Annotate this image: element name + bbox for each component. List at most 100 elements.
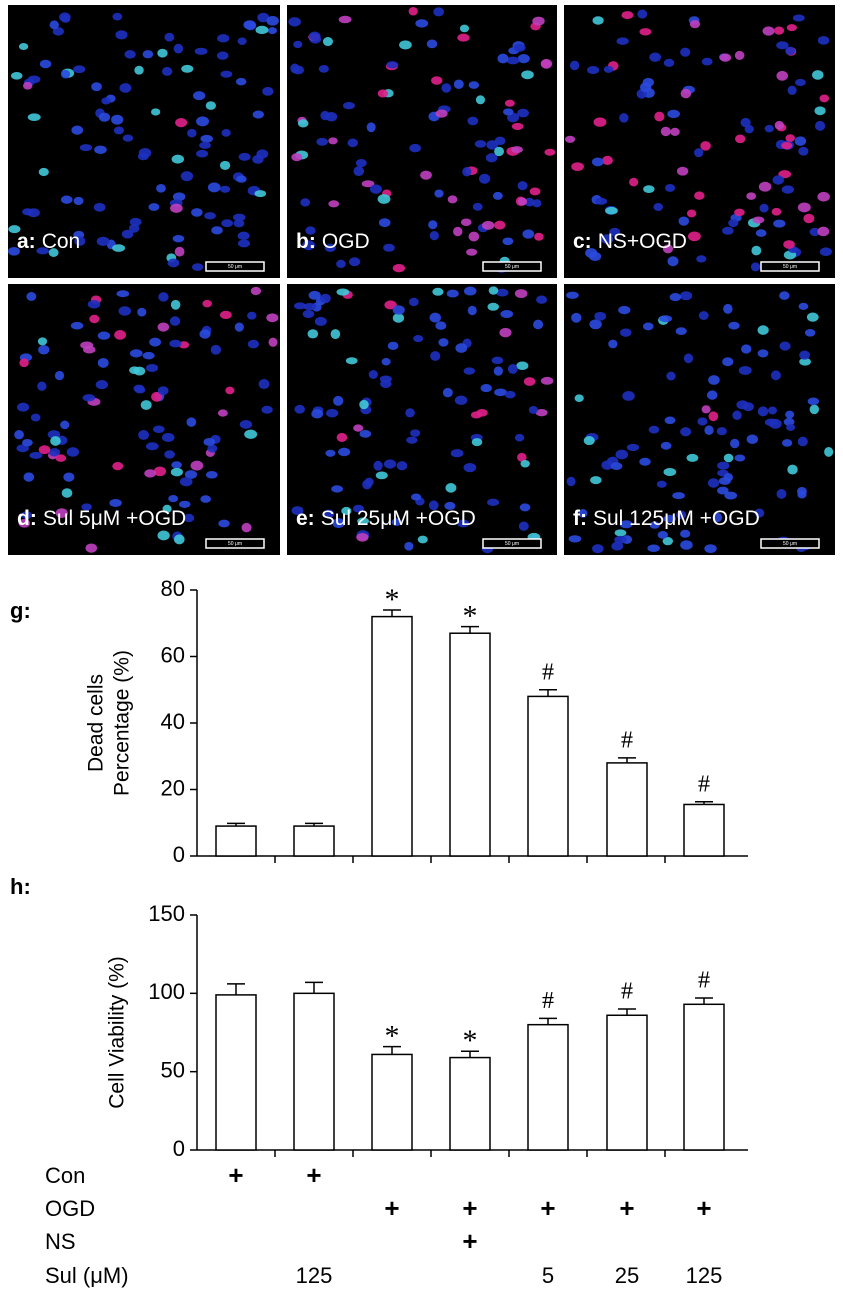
- cell-nucleus: [686, 453, 699, 462]
- cell-nucleus: [164, 32, 175, 42]
- cell-nucleus: [616, 37, 629, 45]
- cell-nucleus: [817, 191, 830, 202]
- treatment-cell: 125: [686, 1263, 723, 1288]
- cell-nucleus: [16, 444, 29, 453]
- cell-nucleus: [381, 357, 391, 366]
- cell-nucleus: [783, 240, 795, 249]
- cell-nucleus: [199, 141, 211, 149]
- cell-nucleus: [779, 341, 791, 351]
- cell-nucleus: [236, 175, 247, 183]
- cell-nucleus: [112, 244, 126, 252]
- cell-nucleus: [701, 57, 713, 66]
- panel-text: OGD: [322, 230, 370, 253]
- cell-nucleus: [288, 17, 301, 27]
- cell-nucleus: [587, 66, 600, 75]
- bar: [293, 825, 335, 857]
- cell-nucleus: [410, 493, 422, 501]
- scale-bar-label: 50 μm: [783, 541, 797, 547]
- micrograph-background: [287, 284, 557, 555]
- cell-nucleus: [648, 425, 660, 434]
- cell-nucleus: [379, 375, 392, 383]
- cell-nucleus: [444, 501, 456, 510]
- cell-nucleus: [746, 434, 759, 445]
- cell-nucleus: [342, 102, 355, 110]
- cell-nucleus: [404, 541, 414, 551]
- cell-nucleus: [8, 225, 21, 234]
- cell-nucleus: [786, 24, 797, 32]
- cell-nucleus: [207, 182, 221, 193]
- cell-nucleus: [98, 112, 111, 122]
- cell-nucleus: [268, 337, 278, 347]
- cell-nucleus: [798, 146, 809, 156]
- cell-nucleus: [196, 149, 209, 158]
- cell-nucleus: [297, 119, 309, 128]
- cell-nucleus: [614, 529, 627, 537]
- cell-nucleus: [73, 65, 86, 74]
- cell-nucleus: [663, 514, 677, 523]
- cell-nucleus: [544, 148, 556, 156]
- scale-bar-label: 50 μm: [505, 541, 519, 547]
- bar: [527, 1023, 569, 1151]
- cell-nucleus: [408, 7, 418, 16]
- cell-nucleus: [815, 120, 826, 131]
- cell-nucleus: [694, 191, 705, 200]
- cell-nucleus: [192, 91, 206, 101]
- cell-nucleus: [514, 289, 528, 298]
- panel-letter: e:: [296, 507, 315, 530]
- cell-nucleus: [434, 189, 444, 198]
- cell-nucleus: [37, 381, 47, 391]
- cell-nucleus: [219, 185, 231, 193]
- cell-nucleus: [142, 50, 154, 59]
- cell-nucleus: [216, 51, 229, 60]
- treatment-cell: 25: [615, 1263, 639, 1288]
- cell-nucleus: [122, 134, 134, 142]
- cell-nucleus: [534, 232, 544, 241]
- cell-nucleus: [500, 310, 514, 319]
- cell-nucleus: [675, 327, 687, 336]
- cell-nucleus: [190, 460, 204, 471]
- cell-nucleus: [571, 312, 582, 323]
- cell-nucleus: [588, 251, 602, 261]
- cell-nucleus: [97, 357, 109, 368]
- panel-text: Sul 125μM +OGD: [593, 507, 760, 530]
- cell-nucleus: [202, 299, 213, 308]
- cell-nucleus: [609, 227, 621, 237]
- cell-nucleus: [378, 218, 391, 228]
- micrograph-background: [8, 5, 280, 278]
- cell-nucleus: [734, 50, 745, 61]
- panel-text: Sul 25μM +OGD: [321, 507, 476, 530]
- cell-nucleus: [640, 82, 652, 93]
- cell-nucleus: [797, 202, 811, 213]
- cell-nucleus: [568, 535, 582, 543]
- cell-nucleus: [487, 498, 500, 507]
- panel-text: Con: [42, 230, 81, 253]
- cell-nucleus: [331, 485, 343, 493]
- cell-nucleus: [291, 153, 303, 162]
- cell-nucleus: [595, 197, 608, 205]
- cell-nucleus: [181, 64, 194, 73]
- cell-nucleus: [175, 117, 188, 128]
- cell-nucleus: [257, 12, 270, 23]
- row-label: OGD: [45, 1196, 95, 1221]
- scale-bar-label: 50 μm: [228, 541, 242, 547]
- cell-nucleus: [27, 75, 41, 84]
- cell-nucleus: [569, 60, 580, 71]
- cell-nucleus: [324, 243, 336, 252]
- cell-nucleus: [244, 429, 258, 439]
- cell-nucleus: [54, 370, 65, 381]
- cell-nucleus: [716, 427, 727, 436]
- panel-label: f: Sul 125μM +OGD: [573, 507, 760, 530]
- micrograph-panel: c: NS+OGD 50 μm: [564, 5, 835, 278]
- cell-nucleus: [170, 467, 183, 477]
- cell-nucleus: [665, 184, 676, 192]
- cell-nucleus: [594, 311, 607, 321]
- cell-nucleus: [481, 220, 495, 230]
- cell-nucleus: [435, 321, 447, 330]
- cell-nucleus: [116, 290, 130, 298]
- cell-nucleus: [803, 213, 815, 224]
- cell-nucleus: [764, 124, 774, 133]
- cell-nucleus: [336, 288, 350, 296]
- scale-bar-label: 50 μm: [505, 264, 519, 270]
- cell-nucleus: [773, 219, 786, 228]
- cell-nucleus: [662, 537, 674, 546]
